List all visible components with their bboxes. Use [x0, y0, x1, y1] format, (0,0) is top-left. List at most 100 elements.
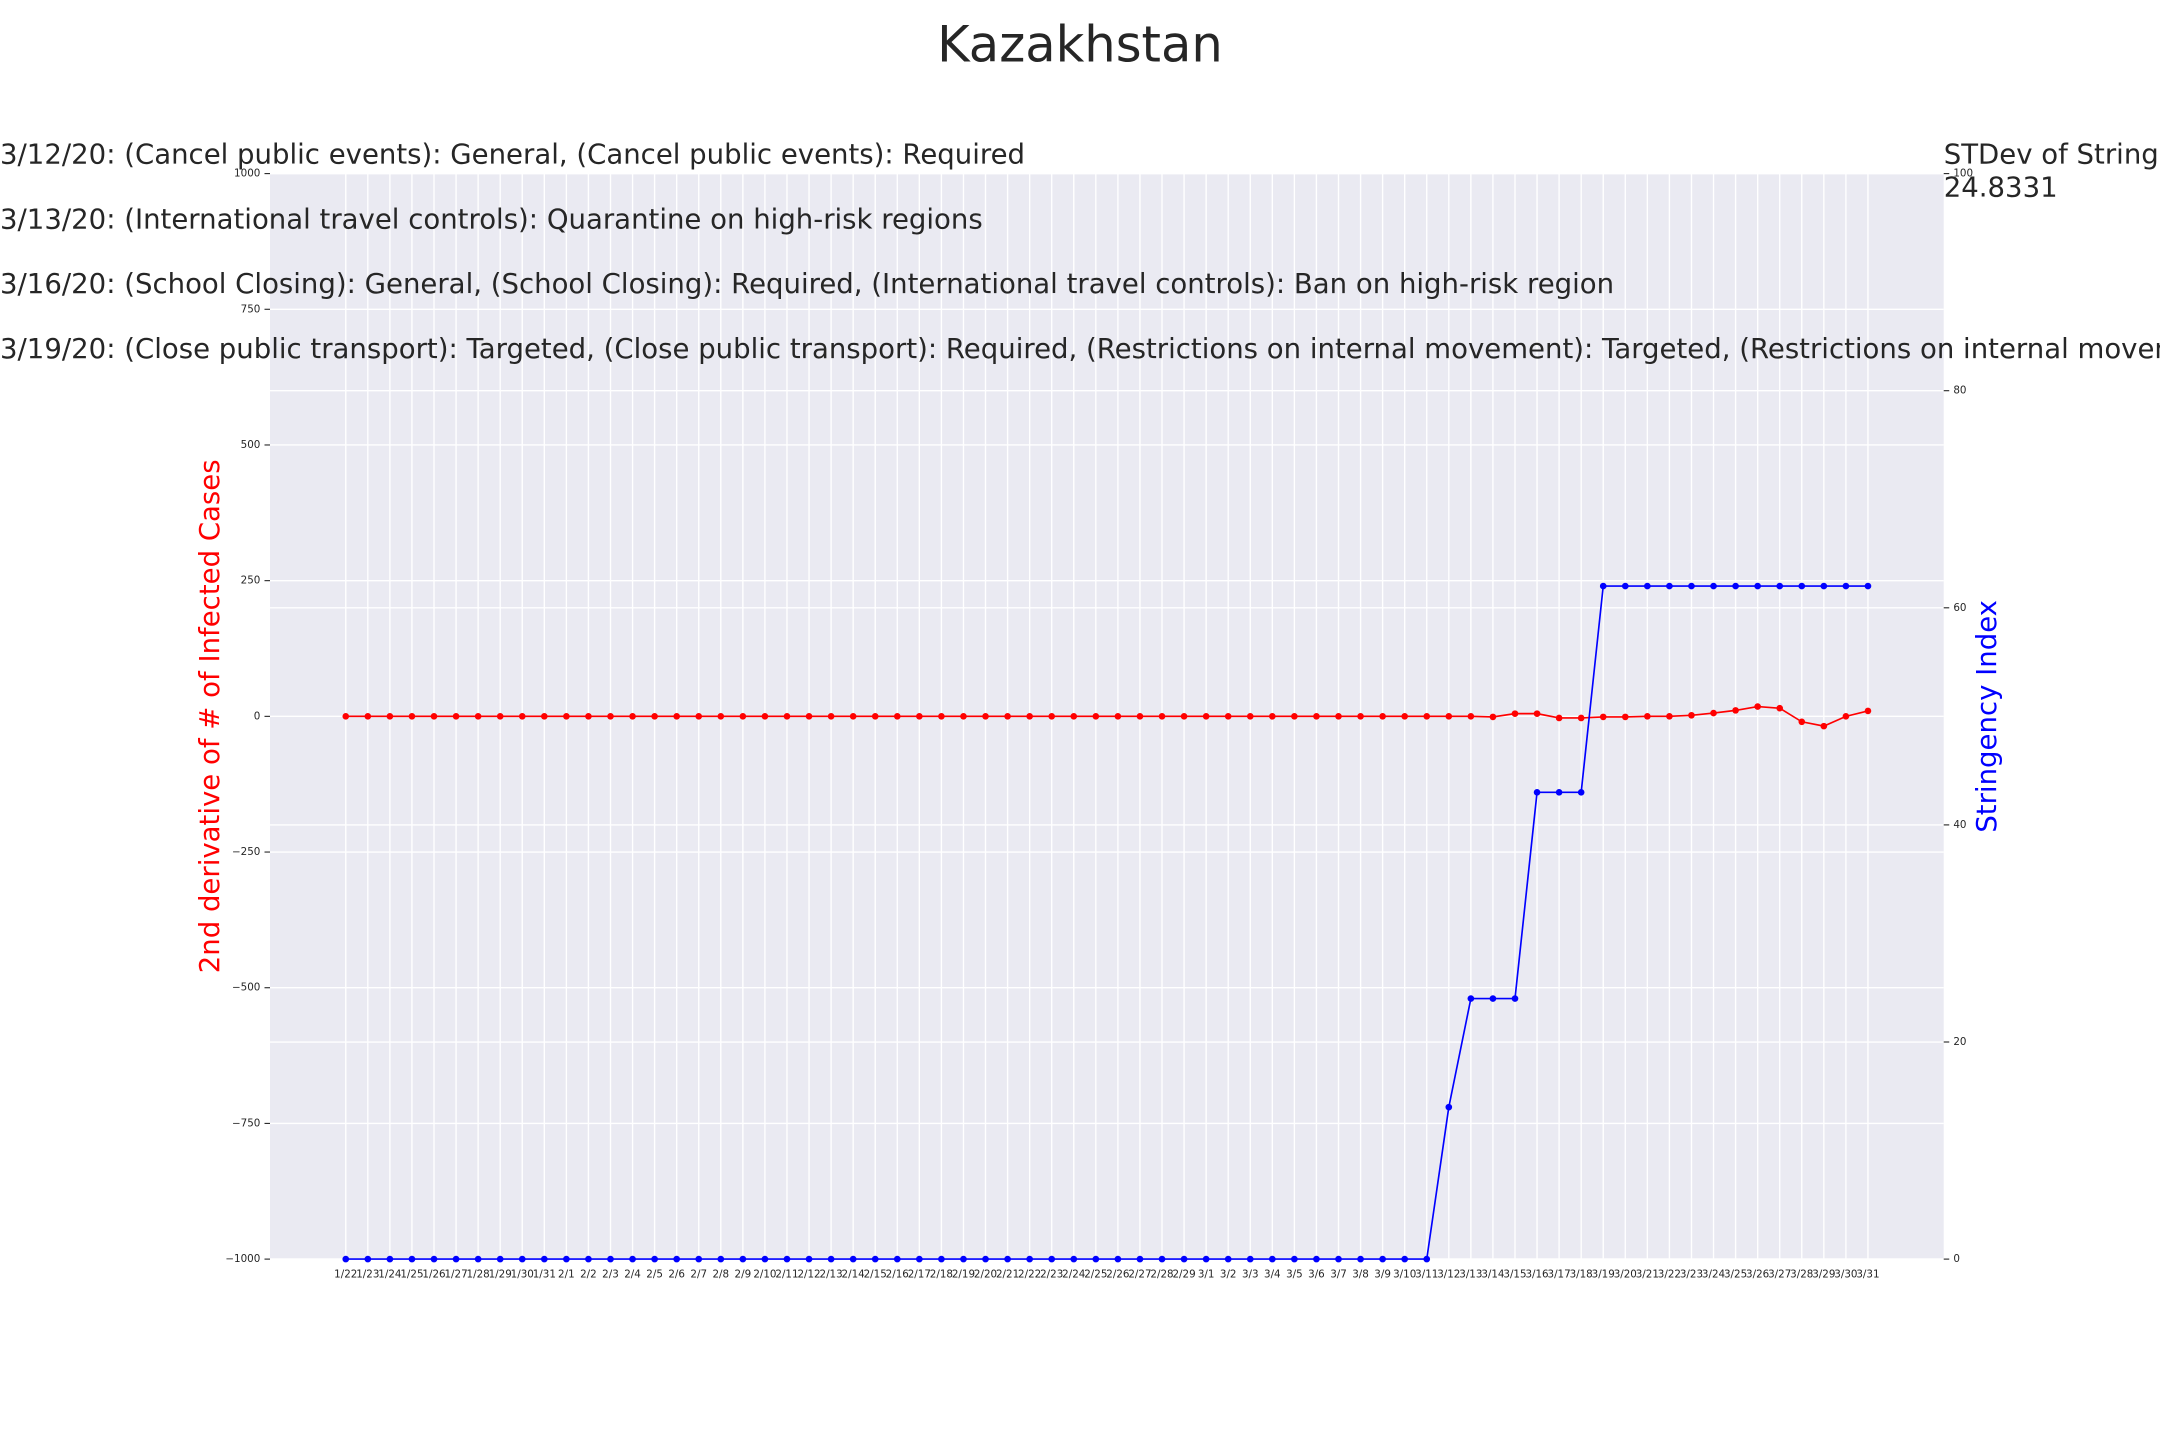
x-tick-label: 2/16 — [886, 1268, 909, 1280]
x-tick-label: 1/26 — [422, 1268, 445, 1280]
series-point — [1158, 1255, 1166, 1263]
series-point — [1224, 713, 1232, 720]
series-point — [1401, 1255, 1408, 1263]
y-tick-label: 0 — [254, 710, 261, 722]
series-point — [1533, 789, 1541, 796]
series-point — [1335, 713, 1342, 720]
series-point — [1467, 995, 1475, 1002]
series-point — [1599, 713, 1607, 721]
series-point — [1048, 713, 1056, 720]
x-tick-label: 3/28 — [1790, 1268, 1813, 1280]
series-point — [342, 1255, 350, 1263]
series-point — [1621, 582, 1629, 590]
series-point — [1555, 714, 1563, 722]
series-point — [1842, 713, 1850, 720]
series-point — [893, 1255, 901, 1263]
x-tick-label: 3/5 — [1286, 1268, 1303, 1280]
series-point — [607, 1255, 614, 1263]
x-tick-label: 3/9 — [1374, 1268, 1391, 1280]
series-point — [496, 713, 504, 720]
y2-axis-label: Stringency Index — [1971, 600, 2003, 833]
series-point — [1644, 582, 1651, 590]
x-tick-label: 2/18 — [930, 1268, 953, 1280]
series-point — [1269, 713, 1276, 720]
y-tick-label: −750 — [232, 1117, 260, 1129]
series-point — [452, 1255, 460, 1263]
series-line — [345, 585, 1868, 1260]
series-point — [1092, 713, 1100, 720]
series-point — [651, 1255, 658, 1263]
x-tick-label: 3/16 — [1525, 1268, 1548, 1280]
series-point — [695, 1255, 703, 1263]
series-point — [629, 713, 636, 720]
series-point — [717, 1255, 725, 1263]
series-point — [1291, 713, 1298, 720]
x-tick-label: 3/17 — [1548, 1268, 1571, 1280]
annotation: 3/13/20: (International travel controls)… — [0, 203, 983, 235]
series-point — [849, 713, 857, 720]
x-tick-label: 3/2 — [1220, 1268, 1237, 1280]
series-point — [916, 1255, 923, 1263]
x-tick-label: 3/21 — [1636, 1268, 1659, 1280]
series-point — [1136, 1255, 1144, 1263]
series-point — [1732, 707, 1739, 714]
series-point — [1511, 995, 1519, 1002]
series-point — [1445, 713, 1453, 720]
x-tick-label: 3/10 — [1393, 1268, 1416, 1280]
y-axis-label: 2nd derivative of # of Infected Cases — [194, 459, 226, 973]
x-tick-label: 2/6 — [668, 1268, 685, 1280]
series-point — [1666, 582, 1673, 590]
x-tick-label: 3/13 — [1459, 1268, 1482, 1280]
x-tick-label: 3/30 — [1834, 1268, 1857, 1280]
x-tick-label: 2/27 — [1128, 1268, 1151, 1280]
series-point — [1644, 713, 1651, 720]
series-point — [805, 1255, 813, 1263]
series-point — [1467, 713, 1475, 720]
x-tick-label: 3/11 — [1415, 1268, 1438, 1280]
series-point — [1864, 707, 1872, 715]
x-tick-label: 2/5 — [646, 1268, 663, 1280]
series-point — [1114, 713, 1122, 720]
series-point — [827, 1255, 835, 1263]
series-point — [1114, 1255, 1122, 1263]
series-point — [1423, 713, 1431, 720]
series-point — [1688, 582, 1695, 590]
x-tick-label: 3/24 — [1702, 1268, 1725, 1280]
series-point — [1313, 713, 1320, 720]
series-point — [849, 1255, 857, 1263]
series-point — [1688, 711, 1695, 719]
x-tick-label: 3/20 — [1614, 1268, 1637, 1280]
series-point — [871, 713, 879, 720]
series-point — [1577, 714, 1585, 722]
x-tick-label: 3/26 — [1746, 1268, 1769, 1280]
series-point — [761, 1255, 769, 1263]
series-point — [474, 1255, 482, 1263]
x-tick-label: 2/14 — [842, 1268, 865, 1280]
series-point — [518, 713, 526, 720]
series-point — [1379, 713, 1386, 720]
series-point — [739, 1255, 747, 1263]
x-tick-label: 3/22 — [1658, 1268, 1681, 1280]
stdev-value: 24.8331 — [1944, 172, 2058, 204]
x-tick-label: 2/10 — [753, 1268, 776, 1280]
series-point — [805, 713, 813, 720]
x-tick-label: 3/31 — [1856, 1268, 1879, 1280]
x-tick-label: 3/7 — [1330, 1268, 1347, 1280]
y2-tick-label: 100 — [1953, 168, 1973, 180]
series-point — [673, 713, 680, 720]
x-tick-label: 1/23 — [356, 1268, 379, 1280]
x-tick-label: 2/21 — [996, 1268, 1019, 1280]
series-point — [364, 1255, 372, 1263]
x-tick-label: 1/31 — [533, 1268, 556, 1280]
series-point — [982, 1255, 989, 1263]
series-point — [1092, 1255, 1100, 1263]
series-point — [1379, 1255, 1386, 1263]
series-point — [1511, 710, 1519, 717]
y-tick-label: 1000 — [234, 168, 260, 180]
series-point — [1158, 713, 1166, 720]
series-point — [739, 713, 747, 720]
annotation: 3/12/20: (Cancel public events): General… — [0, 139, 1025, 171]
series-point — [430, 1255, 438, 1263]
x-tick-label: 2/2 — [580, 1268, 597, 1280]
x-tick-label: 3/3 — [1242, 1268, 1259, 1280]
